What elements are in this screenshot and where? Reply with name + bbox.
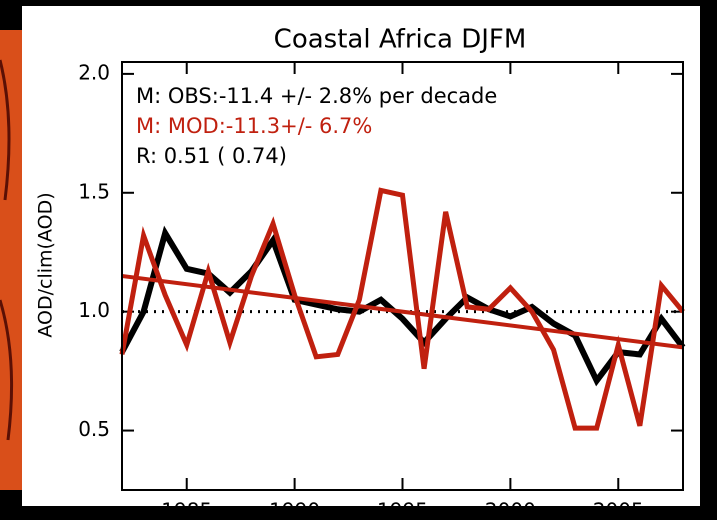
data-line [119, 225, 686, 387]
map-edge [0, 30, 24, 490]
panel [22, 6, 700, 506]
plot-frame [121, 61, 684, 491]
y-tick-label: 2.0 [78, 60, 110, 84]
y-tick-label: 1.5 [78, 179, 110, 203]
y-tick-label: 0.5 [78, 417, 110, 441]
annotation: M: MOD:-11.3+/- 6.7% [136, 114, 372, 138]
data-line [119, 187, 685, 431]
x-tick-label: 1995 [377, 499, 428, 517]
x-tick-label: 2000 [485, 499, 536, 517]
x-tick-label: 2005 [593, 499, 644, 517]
annotation: R: 0.51 ( 0.74) [136, 144, 287, 168]
x-tick-label: 1985 [161, 499, 212, 517]
map-edge-lines [0, 59, 14, 441]
x-tick-label: 1990 [269, 499, 320, 517]
chart-title: Coastal Africa DJFM [274, 25, 527, 55]
y-tick-label: 1.0 [78, 298, 110, 322]
annotation: M: OBS:-11.4 +/- 2.8% per decade [136, 84, 497, 108]
y-axis-label: AOD/clim(AOD) [35, 192, 57, 337]
trend-line [121, 274, 684, 350]
